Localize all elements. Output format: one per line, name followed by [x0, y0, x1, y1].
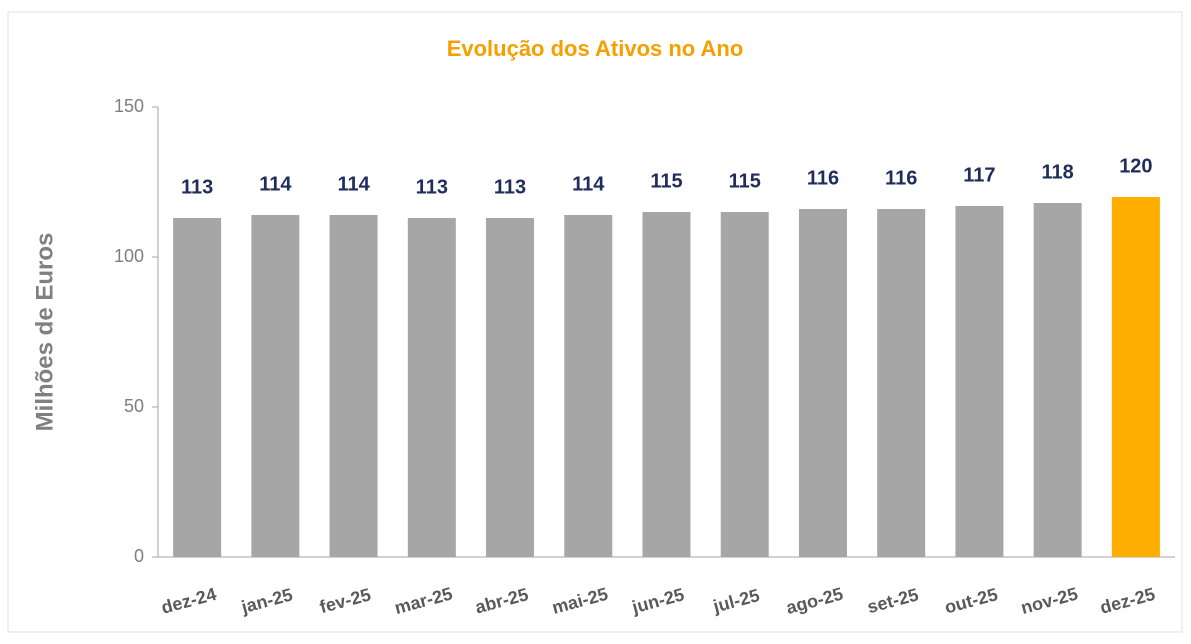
value-label: 116 [807, 167, 839, 189]
value-label: 114 [259, 173, 292, 195]
value-label: 120 [1119, 155, 1152, 177]
value-label: 114 [572, 173, 605, 195]
value-label: 115 [650, 170, 682, 192]
bar [1033, 203, 1082, 557]
y-axis-label: Milhões de Euros [31, 233, 58, 432]
bar [798, 209, 847, 557]
bar [1111, 197, 1160, 557]
bar [720, 212, 769, 557]
y-tick-label: 150 [114, 96, 144, 116]
value-label: 113 [181, 176, 213, 198]
chart-title: Evolução dos Ativos no Ano [447, 36, 744, 61]
bar [407, 218, 456, 557]
bar [564, 215, 613, 557]
bar [329, 215, 378, 557]
y-tick-label: 100 [114, 246, 144, 266]
y-tick-label: 50 [124, 396, 144, 416]
y-tick-label: 0 [134, 546, 144, 566]
value-label: 115 [729, 170, 761, 192]
bar [486, 218, 535, 557]
value-label: 117 [963, 164, 995, 186]
value-label: 113 [494, 176, 526, 198]
bar [173, 218, 222, 557]
value-label: 113 [416, 176, 448, 198]
bar [642, 212, 691, 557]
value-label: 114 [337, 173, 370, 195]
value-label: 118 [1042, 161, 1074, 183]
value-label: 116 [885, 167, 917, 189]
bar [955, 206, 1004, 557]
bar [251, 215, 300, 557]
bar [877, 209, 926, 557]
